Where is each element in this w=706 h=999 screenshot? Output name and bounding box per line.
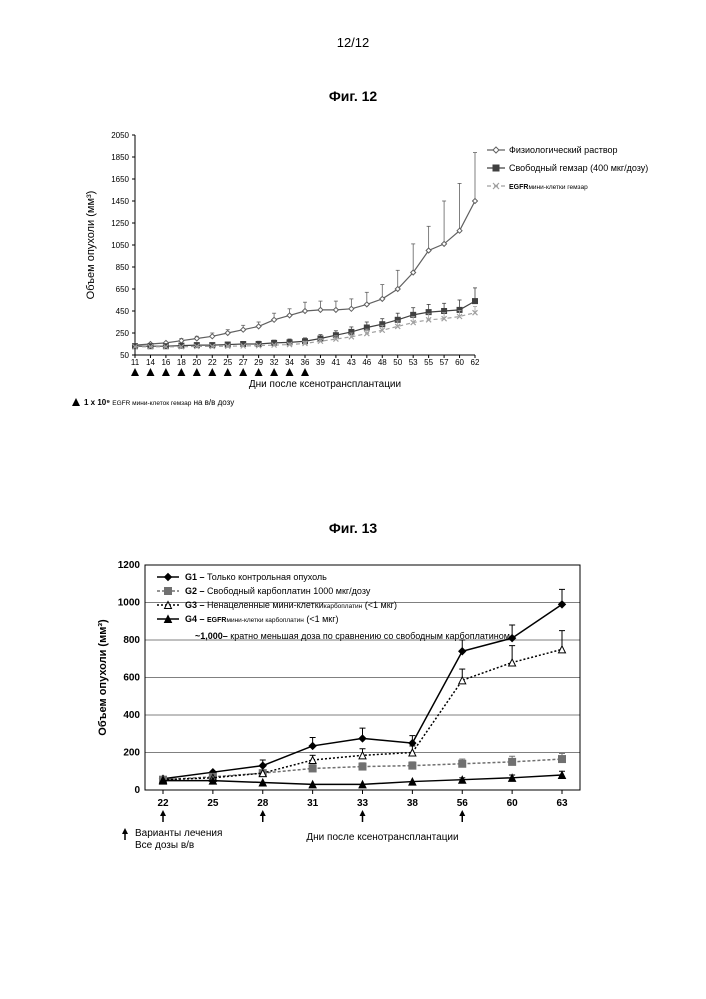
svg-text:22: 22	[208, 358, 217, 367]
svg-text:600: 600	[123, 673, 140, 684]
svg-text:53: 53	[409, 358, 418, 367]
svg-text:1450: 1450	[111, 197, 129, 206]
svg-text:25: 25	[207, 798, 219, 809]
svg-text:38: 38	[407, 798, 419, 809]
page-number: 12/12	[0, 35, 706, 50]
svg-text:36: 36	[301, 358, 310, 367]
svg-text:Дни после ксенотрансплантации: Дни после ксенотрансплантации	[306, 832, 458, 843]
svg-text:EGFRмини-клетки гемзар: EGFRмини-клетки гемзар	[509, 184, 588, 191]
svg-text:62: 62	[471, 358, 480, 367]
svg-text:Все дозы в/в: Все дозы в/в	[135, 840, 194, 851]
svg-text:G4 – EGFRмини-клетки карбоплат: G4 – EGFRмини-клетки карбоплатин (<1 мкг…	[185, 614, 339, 624]
svg-text:14: 14	[146, 358, 155, 367]
svg-text:200: 200	[123, 748, 140, 759]
svg-text:11: 11	[131, 358, 140, 367]
svg-text:2050: 2050	[111, 131, 129, 140]
svg-text:Свободный гемзар (400 мкг/дозу: Свободный гемзар (400 мкг/дозу)	[509, 163, 648, 173]
svg-text:G3 – Ненацеленные мини-клеткик: G3 – Ненацеленные мини-клеткикарбоплатин…	[185, 600, 397, 610]
svg-text:28: 28	[257, 798, 269, 809]
svg-text:55: 55	[424, 358, 433, 367]
svg-text:0: 0	[134, 785, 140, 796]
svg-text:60: 60	[507, 798, 519, 809]
svg-text:39: 39	[316, 358, 325, 367]
fig12-title: Фиг. 12	[0, 88, 706, 104]
svg-text:22: 22	[157, 798, 169, 809]
svg-text:1250: 1250	[111, 219, 129, 228]
svg-text:Дни после ксенотрансплантации: Дни после ксенотрансплантации	[249, 379, 401, 390]
svg-text:Объем опухоли (мм³): Объем опухоли (мм³)	[85, 191, 97, 300]
svg-text:33: 33	[357, 798, 369, 809]
svg-text:G1 – Только контрольная опухол: G1 – Только контрольная опухоль	[185, 572, 327, 582]
svg-text:43: 43	[347, 358, 356, 367]
svg-text:Варианты лечения: Варианты лечения	[135, 828, 222, 839]
svg-text:60: 60	[455, 358, 464, 367]
svg-text:450: 450	[116, 307, 130, 316]
svg-text:18: 18	[177, 358, 186, 367]
svg-text:27: 27	[239, 358, 248, 367]
fig13-title: Фиг. 13	[0, 520, 706, 536]
svg-text:650: 650	[116, 285, 130, 294]
svg-text:25: 25	[223, 358, 232, 367]
svg-text:1 x 10⁹ EGFR мини-клеток гемза: 1 x 10⁹ EGFR мини-клеток гемзар на в/в д…	[84, 398, 234, 407]
svg-text:400: 400	[123, 710, 140, 721]
svg-text:20: 20	[192, 358, 201, 367]
svg-text:57: 57	[440, 358, 449, 367]
fig12-chart: 5025045065085010501250145016501850205011…	[80, 120, 650, 410]
svg-text:16: 16	[161, 358, 170, 367]
svg-text:29: 29	[254, 358, 263, 367]
fig13-chart: 0 200 400 600 800 1000 1200 22 25 28 31 33 38 56 60 63 G…	[90, 555, 600, 865]
svg-text:41: 41	[331, 358, 340, 367]
svg-text:1000: 1000	[118, 598, 141, 609]
svg-text:Объем опухоли (мм³): Объем опухоли (мм³)	[97, 619, 109, 736]
svg-text:56: 56	[457, 798, 469, 809]
svg-text:800: 800	[123, 635, 140, 646]
svg-text:50: 50	[120, 351, 129, 360]
svg-text:~1,000– кратно меньшая доза по: ~1,000– кратно меньшая доза по сравнению…	[195, 631, 510, 641]
svg-text:850: 850	[116, 263, 130, 272]
svg-text:1200: 1200	[118, 560, 141, 571]
svg-text:1650: 1650	[111, 175, 129, 184]
svg-text:46: 46	[362, 358, 371, 367]
svg-text:34: 34	[285, 358, 294, 367]
svg-text:Физиологический раствор: Физиологический раствор	[509, 145, 618, 155]
svg-text:48: 48	[378, 358, 387, 367]
svg-text:63: 63	[556, 798, 568, 809]
svg-text:250: 250	[116, 329, 130, 338]
svg-text:31: 31	[307, 798, 319, 809]
svg-text:50: 50	[393, 358, 402, 367]
svg-text:G2 – Свободный карбоплатин 100: G2 – Свободный карбоплатин 1000 мкг/дозу	[185, 586, 371, 596]
svg-text:32: 32	[270, 358, 279, 367]
svg-text:1850: 1850	[111, 153, 129, 162]
svg-text:1050: 1050	[111, 241, 129, 250]
